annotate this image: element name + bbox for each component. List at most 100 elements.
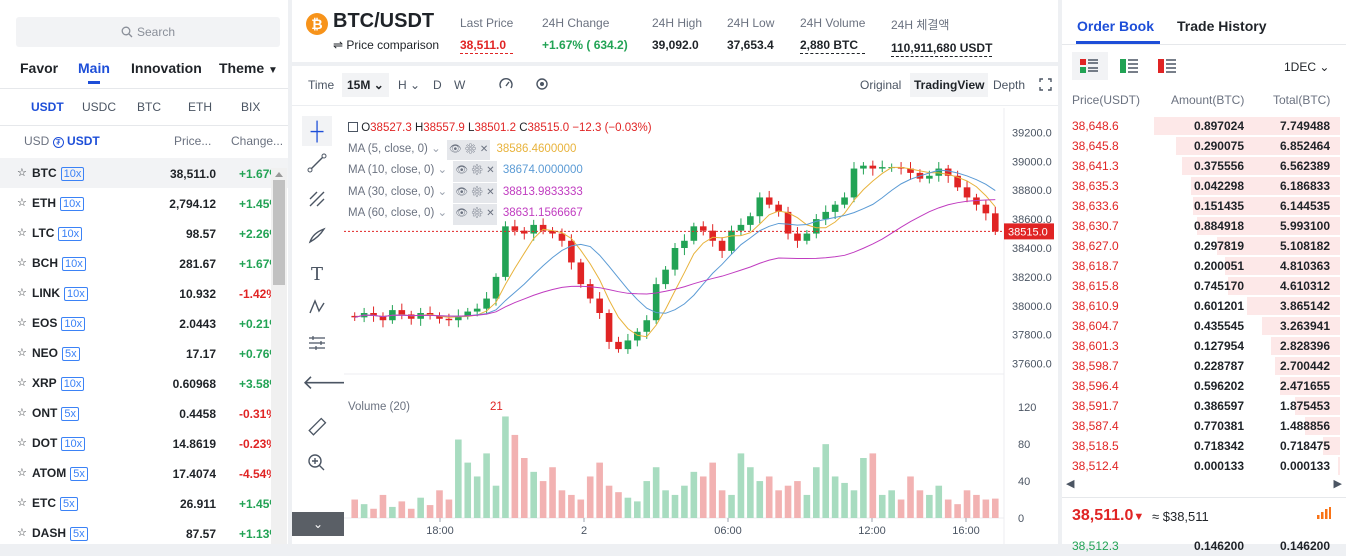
horizontal-scrollbar[interactable]: ◀ ▶ bbox=[1062, 477, 1346, 493]
view-both-button[interactable] bbox=[1072, 52, 1108, 80]
scrollbar-thumb[interactable] bbox=[273, 180, 285, 285]
pitchfork-icon[interactable] bbox=[302, 188, 332, 218]
ask-row[interactable]: 38,615.8 0.745170 4.610312 bbox=[1062, 276, 1346, 296]
ma-controls[interactable]: 👁 ⚙ ✕ bbox=[453, 161, 497, 182]
market-row-neo[interactable]: ☆ NEO 5x 17.17 +0.76% bbox=[0, 338, 288, 368]
ask-row[interactable]: 38,591.7 0.386597 1.875453 bbox=[1062, 396, 1346, 416]
collapse-toolbar-button[interactable]: ⌄ bbox=[292, 512, 344, 536]
ask-row[interactable]: 38,633.6 0.151435 6.144535 bbox=[1062, 196, 1346, 216]
fullscreen-icon[interactable] bbox=[1039, 78, 1052, 94]
ask-row[interactable]: 38,518.5 0.718342 0.718475 bbox=[1062, 436, 1346, 456]
back-arrow-icon[interactable]: 🡐 bbox=[302, 372, 356, 394]
ask-row[interactable]: 38,618.7 0.200051 4.810363 bbox=[1062, 256, 1346, 276]
measure-icon[interactable] bbox=[302, 332, 332, 362]
ask-row[interactable]: 38,587.4 0.770381 1.488856 bbox=[1062, 416, 1346, 436]
pattern-icon[interactable] bbox=[302, 296, 332, 326]
ask-row[interactable]: 38,627.0 0.297819 5.108182 bbox=[1062, 236, 1346, 256]
interval-week-button[interactable]: W bbox=[454, 78, 466, 92]
chevron-down-icon[interactable]: ⌄ bbox=[431, 142, 441, 155]
chevron-down-icon[interactable]: ⌄ bbox=[437, 207, 448, 219]
chevron-down-icon[interactable]: ⌄ bbox=[437, 185, 448, 198]
market-row-dot[interactable]: ☆ DOT 10x 14.8619 -0.23% bbox=[0, 428, 288, 458]
ask-row[interactable]: 38,648.6 0.897024 7.749488 bbox=[1062, 116, 1346, 136]
ma-controls[interactable]: 👁 ⚙ ✕ bbox=[453, 182, 497, 203]
trend-line-icon[interactable] bbox=[302, 152, 332, 182]
subtab-btc[interactable]: BTC bbox=[137, 100, 161, 114]
favorite-star-icon[interactable]: ☆ bbox=[17, 197, 27, 209]
ask-row[interactable]: 38,630.7 0.884918 5.993100 bbox=[1062, 216, 1346, 236]
ask-row[interactable]: 38,512.4 0.000133 0.000133 bbox=[1062, 456, 1346, 476]
market-row-atom[interactable]: ☆ ATOM 5x 17.4074 -4.54% bbox=[0, 458, 288, 488]
crosshair-icon[interactable]: ┼ bbox=[302, 116, 332, 146]
zoom-in-icon[interactable] bbox=[302, 452, 332, 482]
tab-favor[interactable]: Favor bbox=[20, 60, 59, 76]
market-row-eos[interactable]: ☆ EOS 10x 2.0443 +0.21% bbox=[0, 308, 288, 338]
brush-icon[interactable] bbox=[302, 224, 332, 254]
favorite-star-icon[interactable]: ☆ bbox=[17, 227, 27, 239]
market-row-ont[interactable]: ☆ ONT 5x 0.4458 -0.31% bbox=[0, 398, 288, 428]
tab-order-book[interactable]: Order Book bbox=[1077, 18, 1155, 34]
market-row-ltc[interactable]: ☆ LTC 10x 98.57 +2.26% bbox=[0, 218, 288, 248]
ask-row[interactable]: 38,645.8 0.290075 6.852464 bbox=[1062, 136, 1346, 156]
chevron-down-icon[interactable]: ⌄ bbox=[437, 164, 448, 176]
asks-only-icon[interactable] bbox=[1158, 58, 1176, 74]
market-row-xrp[interactable]: ☆ XRP 10x 0.60968 +3.58% bbox=[0, 368, 288, 398]
price-column-header[interactable]: Price... bbox=[174, 134, 212, 148]
view-depth[interactable]: Depth bbox=[993, 78, 1026, 92]
subtab-usdt[interactable]: USDT bbox=[31, 100, 64, 114]
search-input[interactable]: Search bbox=[16, 17, 280, 47]
ask-row[interactable]: 38,601.3 0.127954 2.828396 bbox=[1062, 336, 1346, 356]
change-column-header[interactable]: Change... bbox=[231, 134, 284, 148]
chart-style-icon[interactable] bbox=[498, 76, 514, 95]
ask-row[interactable]: 38,598.7 0.228787 2.700442 bbox=[1062, 356, 1346, 376]
bids-only-icon[interactable] bbox=[1120, 58, 1138, 74]
text-tool-icon[interactable]: T bbox=[310, 264, 323, 285]
favorite-star-icon[interactable]: ☆ bbox=[17, 347, 27, 359]
market-row-btc[interactable]: ☆ BTC 10x 38,511.0 +1.67% bbox=[0, 158, 288, 188]
market-row-link[interactable]: ☆ LINK 10x 10.932 -1.42% bbox=[0, 278, 288, 308]
favorite-star-icon[interactable]: ☆ bbox=[17, 167, 27, 179]
ask-row[interactable]: 38,610.9 0.601201 3.865142 bbox=[1062, 296, 1346, 316]
tab-theme[interactable]: Theme ▼ bbox=[219, 60, 278, 76]
indicators-icon[interactable] bbox=[534, 76, 550, 95]
favorite-star-icon[interactable]: ☆ bbox=[17, 527, 27, 539]
pair-column-header[interactable]: USD ₮ USDT bbox=[24, 134, 100, 148]
interval-day-button[interactable]: D bbox=[433, 78, 442, 92]
ask-row[interactable]: 38,604.7 0.435545 3.263941 bbox=[1062, 316, 1346, 336]
subtab-usdc[interactable]: USDC bbox=[82, 100, 117, 114]
market-row-eth[interactable]: ☆ ETH 10x 2,794.12 +1.45% bbox=[0, 188, 288, 218]
ask-row[interactable]: 38,635.3 0.042298 6.186833 bbox=[1062, 176, 1346, 196]
favorite-star-icon[interactable]: ☆ bbox=[17, 497, 27, 509]
interval-select[interactable]: 15M ⌄ bbox=[342, 73, 389, 97]
market-row-dash[interactable]: ☆ DASH 5x 87.57 +1.13% bbox=[0, 518, 288, 548]
bid-row[interactable]: 38,512.3 0.146200 0.146200 bbox=[1062, 536, 1346, 556]
ask-row[interactable]: 38,641.3 0.375556 6.562389 bbox=[1062, 156, 1346, 176]
market-row-etc[interactable]: ☆ ETC 5x 26.911 +1.45% bbox=[0, 488, 288, 518]
precision-select[interactable]: 1DEC ⌄ bbox=[1284, 60, 1329, 74]
price-chart[interactable]: 39200.0 39000.0 38800.0 38600.0 38400.0 38200… bbox=[344, 108, 1058, 544]
price-comparison-link[interactable]: ⇌ Price comparison bbox=[333, 38, 439, 52]
tab-trade-history[interactable]: Trade History bbox=[1177, 18, 1267, 34]
favorite-star-icon[interactable]: ☆ bbox=[17, 467, 27, 479]
view-original[interactable]: Original bbox=[860, 78, 902, 92]
favorite-star-icon[interactable]: ☆ bbox=[17, 257, 27, 269]
favorite-star-icon[interactable]: ☆ bbox=[17, 407, 27, 419]
subtab-bix[interactable]: BIX bbox=[241, 100, 261, 114]
favorite-star-icon[interactable]: ☆ bbox=[17, 377, 27, 389]
market-row-bch[interactable]: ☆ BCH 10x 281.67 +1.67% bbox=[0, 248, 288, 278]
subtab-eth[interactable]: ETH bbox=[188, 100, 212, 114]
ruler-icon[interactable] bbox=[302, 416, 332, 446]
scroll-up-arrow-icon[interactable] bbox=[273, 170, 285, 178]
favorite-star-icon[interactable]: ☆ bbox=[17, 437, 27, 449]
scroll-right-icon[interactable]: ▶ bbox=[1333, 478, 1342, 490]
ma-controls[interactable]: 👁 ⚙ ✕ bbox=[453, 204, 497, 225]
favorite-star-icon[interactable]: ☆ bbox=[17, 287, 27, 299]
tab-main[interactable]: Main bbox=[78, 60, 110, 76]
ma-controls[interactable]: 👁 ⚙ ✕ bbox=[446, 139, 491, 160]
view-tradingview[interactable]: TradingView bbox=[910, 73, 989, 97]
tab-innovation[interactable]: Innovation bbox=[131, 60, 202, 76]
favorite-star-icon[interactable]: ☆ bbox=[17, 317, 27, 329]
pair-title[interactable]: BTC/USDT bbox=[333, 10, 435, 32]
ask-row[interactable]: 38,596.4 0.596202 2.471655 bbox=[1062, 376, 1346, 396]
interval-hour-select[interactable]: H ⌄ bbox=[398, 78, 420, 92]
